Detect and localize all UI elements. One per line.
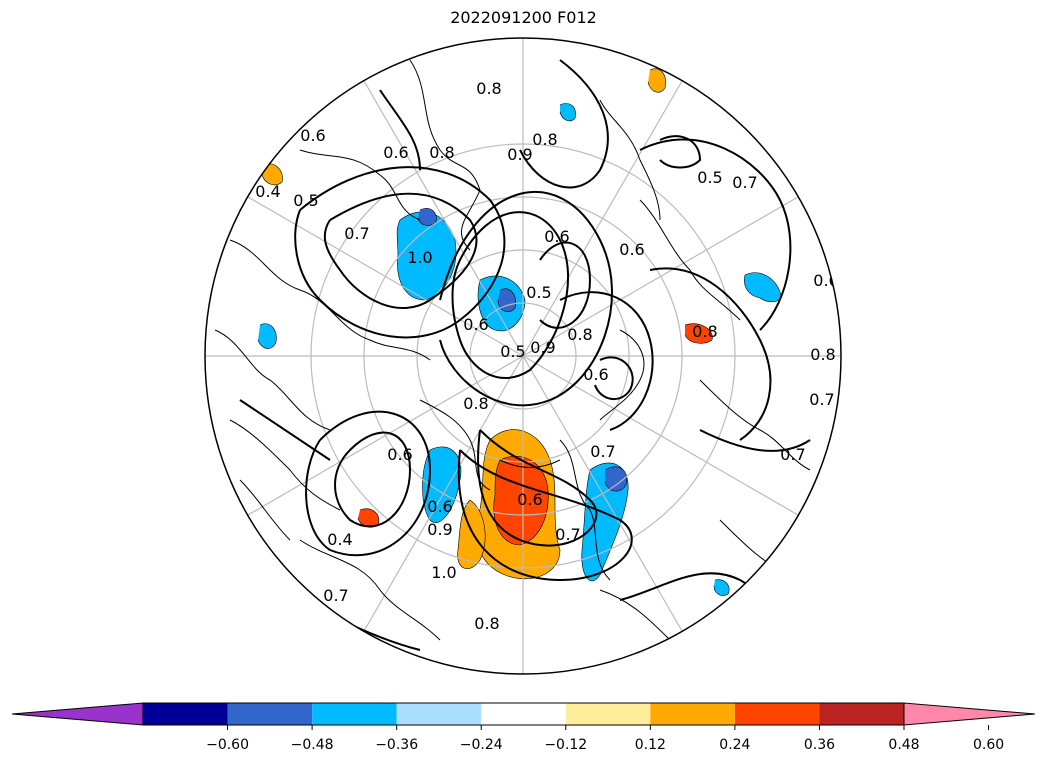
colorbar-cell — [819, 703, 904, 725]
contour-label: 0.6 — [544, 227, 569, 246]
colorbar-tick-label: 0.12 — [635, 737, 666, 753]
contour-label: 0.6 — [463, 315, 488, 334]
anomaly-patch — [422, 446, 462, 523]
contour-label: 0.6 — [427, 497, 452, 516]
colorbar-tick-label: −0.12 — [544, 737, 587, 753]
contour-label: 0.8 — [476, 79, 501, 98]
contour-label: 0.7 — [344, 224, 369, 243]
polar-map: 0.4 0.50.60.60.70.80.80.80.91.00.60.60.50… — [204, 37, 842, 675]
colorbar-tick-label: −0.24 — [460, 737, 503, 753]
contour-label: 0.5 — [293, 191, 318, 210]
contour-label: 0.8 — [463, 394, 488, 413]
anomaly-patch — [744, 272, 782, 303]
coastlines — [214, 59, 811, 645]
colorbar-cell — [650, 703, 735, 725]
anomaly-patch — [257, 323, 277, 349]
anomaly-patch — [647, 68, 666, 93]
contour-lines — [239, 59, 811, 651]
contour-label: 0.5 — [526, 283, 551, 302]
contour-label: 1.0 — [431, 563, 456, 582]
contour-label: 0.6 — [583, 365, 608, 384]
contour-label: 0.5 — [697, 168, 722, 187]
anomaly-patch — [713, 579, 730, 596]
contour-label: 0.4 — [327, 530, 352, 549]
colorbar-cell — [396, 703, 482, 725]
contour-label: 0.6 — [387, 445, 412, 464]
colorbar-tick-label: −0.36 — [375, 737, 418, 753]
colorbar-tick-label: 0.24 — [719, 737, 750, 753]
anomaly-patch — [261, 163, 283, 186]
anomaly-patch — [497, 288, 516, 312]
contour-label: 0.7 — [590, 442, 615, 461]
contour-label: 0.8 — [567, 325, 592, 344]
contour-label: 0.8 — [810, 345, 835, 364]
contour-label: 0.7 — [323, 586, 348, 605]
colorbar-cell — [143, 703, 228, 725]
colorbar-tick-label: −0.48 — [291, 737, 334, 753]
colorbar-cell — [227, 703, 313, 725]
colorbar-cell — [734, 703, 820, 725]
colorbar-tick-label: 0.60 — [973, 737, 1004, 753]
contour-label: 0.6 — [517, 490, 542, 509]
contour-label: 0.9 — [507, 145, 532, 164]
contour-label: 0.9 — [530, 338, 555, 357]
colorbar-tick-label: 0.36 — [804, 737, 835, 753]
colorbar-extend-high — [903, 702, 1036, 726]
map-title: 2022091200 F012 — [450, 8, 597, 27]
contour-label: 0.6 — [300, 126, 325, 145]
contour-label: 0.7 — [555, 525, 580, 544]
contour-label: 0.6 — [383, 143, 408, 162]
contour-label: 1.0 — [407, 248, 432, 267]
contour-label: 0.8 — [532, 130, 557, 149]
graticule — [205, 38, 841, 674]
colorbar-extend-low — [11, 702, 144, 726]
colorbar-cell — [481, 703, 566, 725]
anomaly-patch — [417, 208, 437, 226]
contour-label: 0.4 — [255, 182, 280, 201]
contour-label: 0.9 — [427, 520, 452, 539]
contour-label: 0.7 — [809, 390, 834, 409]
anomaly-patch — [559, 103, 576, 122]
anomaly-patch — [684, 323, 713, 344]
contour-label: 0.5 — [500, 342, 525, 361]
anomaly-shading — [257, 68, 782, 596]
colorbar-outline — [142, 702, 905, 726]
contour-label: 0.7 — [780, 445, 805, 464]
map-boundary — [204, 37, 842, 675]
contour-label: 0.8 — [474, 614, 499, 633]
anomaly-patch — [493, 455, 549, 546]
contour-label: 0.8 — [692, 322, 717, 341]
contour-label: 0.8 — [429, 143, 454, 162]
colorbar-tick-label: 0.48 — [888, 737, 919, 753]
colorbar-tick-label: −0.60 — [206, 737, 249, 753]
contour-label: 0.6 — [619, 240, 644, 259]
contour-label: 0.7 — [732, 173, 757, 192]
colorbar-cell — [312, 703, 397, 725]
colorbar-cell — [565, 703, 651, 725]
